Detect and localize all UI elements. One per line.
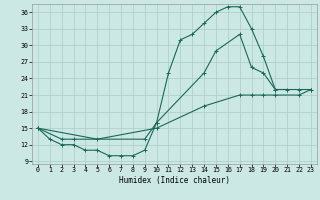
X-axis label: Humidex (Indice chaleur): Humidex (Indice chaleur): [119, 176, 230, 185]
